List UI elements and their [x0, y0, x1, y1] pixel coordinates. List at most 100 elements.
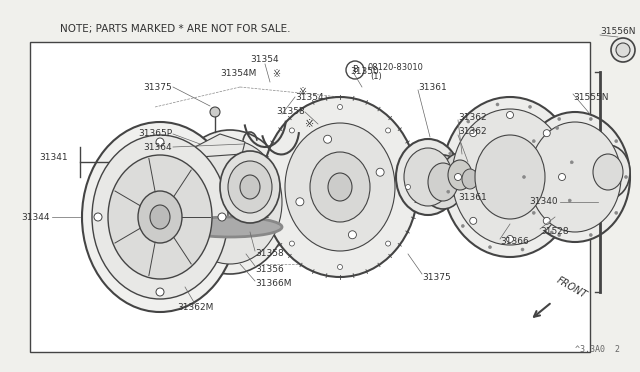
Circle shape — [156, 288, 164, 296]
Text: 31341: 31341 — [40, 153, 68, 161]
Ellipse shape — [586, 145, 630, 199]
Ellipse shape — [520, 112, 630, 242]
Circle shape — [289, 241, 294, 246]
Circle shape — [461, 224, 464, 228]
Ellipse shape — [228, 161, 272, 213]
Ellipse shape — [92, 135, 228, 299]
Circle shape — [337, 105, 342, 109]
Ellipse shape — [220, 151, 280, 223]
Text: 31362: 31362 — [458, 112, 486, 122]
Text: 31358: 31358 — [255, 250, 284, 259]
Circle shape — [470, 217, 477, 224]
Circle shape — [218, 213, 226, 221]
Text: 31344: 31344 — [22, 212, 50, 221]
Text: 31365P: 31365P — [138, 129, 172, 138]
Circle shape — [496, 103, 499, 106]
Ellipse shape — [138, 191, 182, 243]
Ellipse shape — [421, 155, 465, 209]
Ellipse shape — [285, 123, 395, 251]
Text: 31366M: 31366M — [255, 279, 291, 289]
Circle shape — [589, 234, 592, 237]
Circle shape — [210, 107, 220, 117]
Circle shape — [615, 211, 618, 214]
Circle shape — [556, 126, 559, 129]
Text: 31361: 31361 — [458, 192, 487, 202]
Circle shape — [521, 248, 524, 251]
Ellipse shape — [442, 97, 578, 257]
Circle shape — [550, 231, 553, 234]
Text: ※: ※ — [298, 87, 306, 97]
Circle shape — [615, 140, 618, 142]
Circle shape — [589, 118, 592, 121]
Text: 31366: 31366 — [500, 237, 529, 247]
Text: 31375: 31375 — [422, 273, 451, 282]
Circle shape — [296, 198, 304, 206]
Text: 31555N: 31555N — [573, 93, 609, 102]
Text: 31354: 31354 — [295, 93, 324, 102]
Text: 31358: 31358 — [276, 108, 305, 116]
Ellipse shape — [106, 234, 134, 270]
Text: 31362: 31362 — [458, 128, 486, 137]
Text: 31361: 31361 — [418, 83, 447, 92]
Text: (1): (1) — [370, 73, 381, 81]
Circle shape — [557, 234, 561, 237]
Ellipse shape — [98, 224, 142, 280]
Bar — [30, 42, 590, 352]
Circle shape — [324, 135, 332, 143]
Text: 31354M: 31354M — [220, 70, 257, 78]
Circle shape — [447, 190, 450, 193]
Ellipse shape — [448, 160, 472, 190]
Circle shape — [449, 152, 452, 155]
Circle shape — [385, 241, 390, 246]
Circle shape — [406, 185, 410, 189]
Circle shape — [385, 128, 390, 133]
Text: 31340: 31340 — [529, 198, 558, 206]
Circle shape — [611, 38, 635, 62]
Circle shape — [289, 128, 294, 133]
Text: ※: ※ — [272, 69, 280, 79]
Circle shape — [568, 199, 572, 202]
Circle shape — [557, 118, 561, 121]
Circle shape — [488, 246, 492, 248]
Ellipse shape — [456, 162, 484, 196]
Ellipse shape — [452, 109, 568, 245]
Ellipse shape — [310, 152, 370, 222]
Ellipse shape — [442, 153, 478, 197]
Text: 31356: 31356 — [255, 264, 284, 273]
Ellipse shape — [262, 97, 418, 277]
Circle shape — [616, 43, 630, 57]
Ellipse shape — [150, 205, 170, 229]
Circle shape — [559, 173, 566, 180]
Ellipse shape — [328, 173, 352, 201]
Ellipse shape — [170, 130, 290, 274]
Ellipse shape — [475, 135, 545, 219]
Text: 31362M: 31362M — [177, 302, 213, 311]
Circle shape — [522, 176, 525, 179]
Circle shape — [156, 138, 164, 146]
Circle shape — [94, 213, 102, 221]
Ellipse shape — [82, 122, 238, 312]
Circle shape — [506, 112, 513, 119]
Circle shape — [454, 173, 461, 180]
Circle shape — [348, 231, 356, 239]
Ellipse shape — [396, 139, 460, 215]
Circle shape — [470, 130, 477, 137]
Circle shape — [376, 168, 384, 176]
Ellipse shape — [404, 148, 452, 206]
Circle shape — [506, 235, 513, 243]
Ellipse shape — [240, 175, 260, 199]
Ellipse shape — [178, 140, 282, 264]
Circle shape — [467, 120, 470, 123]
Text: ※: ※ — [305, 119, 315, 129]
Text: NOTE; PARTS MARKED * ARE NOT FOR SALE.: NOTE; PARTS MARKED * ARE NOT FOR SALE. — [60, 24, 291, 34]
Circle shape — [543, 130, 550, 137]
Ellipse shape — [428, 163, 458, 201]
Circle shape — [529, 105, 532, 108]
Ellipse shape — [178, 217, 282, 237]
Circle shape — [346, 61, 364, 79]
Text: 31528: 31528 — [540, 228, 568, 237]
Circle shape — [543, 217, 550, 224]
Text: ^3.3A0  2: ^3.3A0 2 — [575, 345, 620, 354]
Text: 08120-83010: 08120-83010 — [367, 62, 423, 71]
Text: 31364: 31364 — [143, 142, 172, 151]
